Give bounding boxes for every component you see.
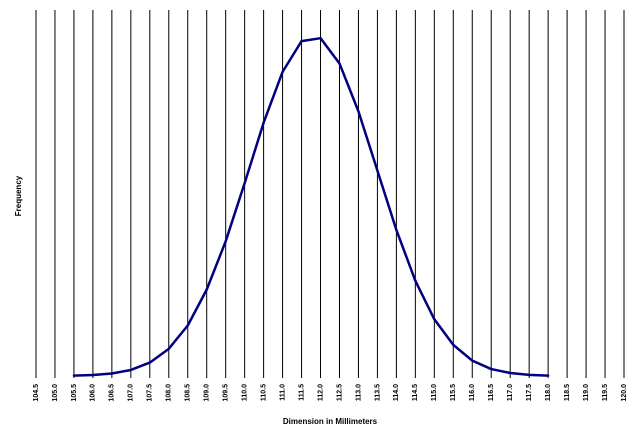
x-tick-label: 112.0	[317, 384, 324, 401]
x-tick-label: 106.0	[90, 384, 97, 402]
x-tick-label: 118.5	[564, 384, 571, 401]
x-tick-label: 119.0	[583, 384, 590, 401]
x-tick-label: 106.5	[109, 384, 116, 402]
x-tick-label: 115.5	[450, 384, 457, 401]
curve	[72, 36, 550, 377]
x-axis-label: Dimension in Millimeters	[283, 417, 378, 426]
x-tick-label: 108.0	[166, 384, 173, 402]
x-tick-label: 108.5	[185, 384, 192, 402]
x-tick-label: 120.0	[621, 384, 628, 402]
x-tick-label: 110.0	[241, 384, 248, 401]
x-tick-label: 109.5	[223, 384, 230, 402]
x-tick-label: 116.5	[488, 384, 495, 401]
x-tick-label: 105.0	[52, 384, 59, 402]
x-tick-label: 116.0	[469, 384, 476, 401]
x-tick-label: 115.0	[431, 384, 438, 401]
x-tick-label: 119.5	[602, 384, 609, 401]
x-tick-label: 117.5	[526, 384, 533, 401]
x-tick-label: 111.5	[298, 384, 305, 401]
x-tick-label: 107.0	[128, 384, 135, 402]
x-tick-label: 113.5	[374, 384, 381, 401]
x-tick-label: 110.5	[260, 384, 267, 401]
x-tick-label: 114.5	[412, 384, 419, 401]
x-tick-label: 111.0	[279, 384, 286, 401]
x-tick-label: 105.5	[71, 384, 78, 402]
x-tick-label: 113.0	[355, 384, 362, 401]
x-tick-label: 117.0	[507, 384, 514, 401]
x-tick-label: 114.0	[393, 384, 400, 401]
x-tick-label: 112.5	[336, 384, 343, 401]
x-tick-label: 118.0	[545, 384, 552, 401]
x-tick-label: 104.5	[33, 384, 40, 402]
x-tick-label: 107.5	[147, 384, 154, 402]
y-axis-label: Frequency	[14, 175, 23, 216]
x-tick-label: 109.0	[204, 384, 211, 402]
